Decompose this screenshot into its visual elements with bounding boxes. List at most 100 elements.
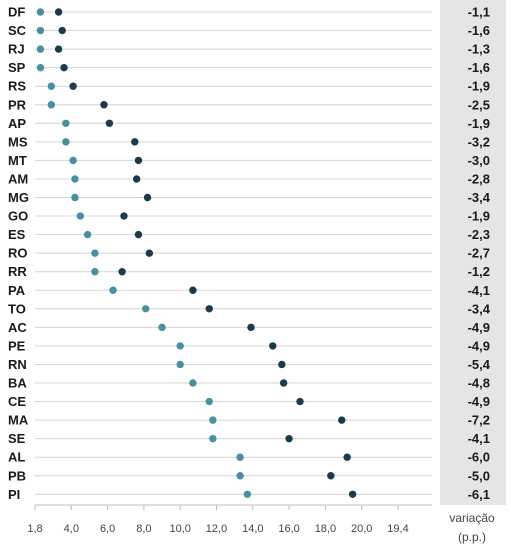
variation-value: -3,4 bbox=[468, 301, 491, 316]
x-tick-label: 12,0 bbox=[206, 523, 227, 535]
point-series-1 bbox=[209, 434, 217, 443]
point-series-2 bbox=[58, 26, 66, 35]
state-label: SP bbox=[8, 60, 26, 75]
state-label: AM bbox=[8, 171, 28, 186]
variation-axis-label-line1: variação bbox=[449, 511, 495, 525]
x-tick-label: 8,0 bbox=[136, 523, 151, 535]
variation-value: -1,6 bbox=[468, 60, 490, 75]
state-label: AP bbox=[8, 116, 26, 131]
variation-value: -2,8 bbox=[468, 171, 490, 186]
point-series-2 bbox=[134, 156, 143, 165]
state-label: SC bbox=[8, 23, 27, 38]
variation-value: -1,3 bbox=[468, 42, 490, 57]
x-tick-label: 20,0 bbox=[351, 523, 372, 535]
point-series-1 bbox=[236, 472, 244, 480]
variation-value: -4,8 bbox=[468, 376, 490, 391]
state-label: MA bbox=[8, 413, 29, 428]
x-tick-label: 18,0 bbox=[315, 523, 336, 535]
x-tick-label: 14,0 bbox=[242, 523, 263, 535]
variation-value: -1,9 bbox=[468, 79, 490, 94]
point-series-2 bbox=[348, 490, 357, 498]
state-label: PE bbox=[8, 338, 26, 353]
point-series-1 bbox=[71, 193, 79, 202]
variation-axis-label-line2: (p.p.) bbox=[458, 530, 486, 544]
point-series-1 bbox=[243, 490, 252, 498]
point-series-2 bbox=[143, 193, 152, 202]
point-series-2 bbox=[54, 45, 63, 53]
point-series-1 bbox=[69, 156, 77, 165]
x-tick-label: 19,4 bbox=[387, 523, 408, 535]
point-series-2 bbox=[145, 249, 154, 257]
state-label: MT bbox=[8, 153, 27, 168]
point-series-2 bbox=[189, 286, 197, 294]
point-series-2 bbox=[69, 82, 77, 90]
x-tick-label: 16,0 bbox=[278, 523, 299, 535]
variation-value: -4,9 bbox=[468, 320, 490, 335]
state-label: GO bbox=[8, 209, 28, 224]
state-label: RJ bbox=[8, 42, 25, 57]
state-label: PR bbox=[8, 97, 27, 112]
variation-value: -4,9 bbox=[468, 394, 490, 409]
state-label: RN bbox=[8, 357, 27, 372]
state-labels: DF SC RJ SP RS PR AP MS MT AM MG GO ES RO RR PA TO AC PE RN… bbox=[8, 5, 29, 502]
state-label: RR bbox=[8, 264, 27, 279]
point-series-2 bbox=[205, 305, 213, 313]
point-series-1 bbox=[205, 397, 213, 406]
point-series-2 bbox=[343, 453, 351, 461]
point-series-1 bbox=[36, 8, 45, 16]
point-series-2 bbox=[278, 360, 286, 369]
point-series-2 bbox=[105, 119, 114, 128]
state-label: AC bbox=[8, 320, 27, 335]
state-label: RS bbox=[8, 79, 26, 94]
point-series-2 bbox=[120, 212, 128, 220]
point-series-1 bbox=[36, 63, 45, 72]
state-label: AL bbox=[8, 450, 25, 465]
point-series-2 bbox=[247, 323, 255, 332]
x-tick-label: 6,0 bbox=[100, 523, 115, 535]
variation-value: -3,4 bbox=[468, 190, 491, 205]
variation-value: -2,7 bbox=[468, 246, 490, 261]
x-tick-label: 10,0 bbox=[169, 523, 190, 535]
variation-value: -2,5 bbox=[468, 97, 490, 112]
point-series-2 bbox=[338, 416, 346, 424]
state-label: MG bbox=[8, 190, 29, 205]
point-series-1 bbox=[47, 82, 56, 90]
point-series-2 bbox=[285, 434, 293, 443]
state-label: SE bbox=[8, 431, 26, 446]
point-series-1 bbox=[62, 138, 70, 146]
point-series-2 bbox=[269, 342, 277, 350]
variation-value: -1,9 bbox=[468, 209, 490, 224]
point-series-1 bbox=[91, 268, 99, 276]
point-series-2 bbox=[118, 268, 126, 276]
variation-value: -1,1 bbox=[468, 5, 490, 20]
variation-value: -3,2 bbox=[468, 134, 490, 149]
point-series-1 bbox=[83, 230, 92, 239]
point-series-2 bbox=[131, 138, 139, 146]
x-tick-label: 1,8 bbox=[27, 523, 42, 535]
point-series-1 bbox=[62, 119, 70, 128]
variation-value: -4,1 bbox=[468, 283, 490, 298]
point-series-1 bbox=[71, 175, 79, 183]
point-series-2 bbox=[100, 101, 108, 109]
point-series-2 bbox=[134, 230, 143, 239]
state-label: ES bbox=[8, 227, 26, 242]
state-label: RO bbox=[8, 246, 28, 261]
variation-value: -1,2 bbox=[468, 264, 490, 279]
variation-labels: -1,1 -1,6 -1,3 -1,6 -1,9 -2,5 -1,9 -3,2 -3,0 -2,8… bbox=[468, 5, 491, 502]
point-series-2 bbox=[296, 397, 304, 406]
variation-value: -2,3 bbox=[468, 227, 490, 242]
point-series-2 bbox=[54, 8, 63, 16]
point-series-2 bbox=[132, 175, 141, 183]
state-label: BA bbox=[8, 376, 27, 391]
x-tick-label: 4,0 bbox=[64, 523, 79, 535]
point-series-1 bbox=[91, 249, 99, 257]
point-series-1 bbox=[209, 416, 217, 424]
state-label: CE bbox=[8, 394, 26, 409]
state-label: DF bbox=[8, 5, 25, 20]
point-series-1 bbox=[142, 305, 150, 313]
x-axis-ticks: 1,8 4,0 6,0 8,0 10,0 12,0 14,0 16,0 18,0 20,0 19,4 bbox=[27, 505, 409, 535]
variation-panel bbox=[440, 0, 506, 505]
data-points bbox=[36, 8, 357, 498]
variation-value: -3,0 bbox=[468, 153, 490, 168]
state-label: MS bbox=[8, 134, 28, 149]
